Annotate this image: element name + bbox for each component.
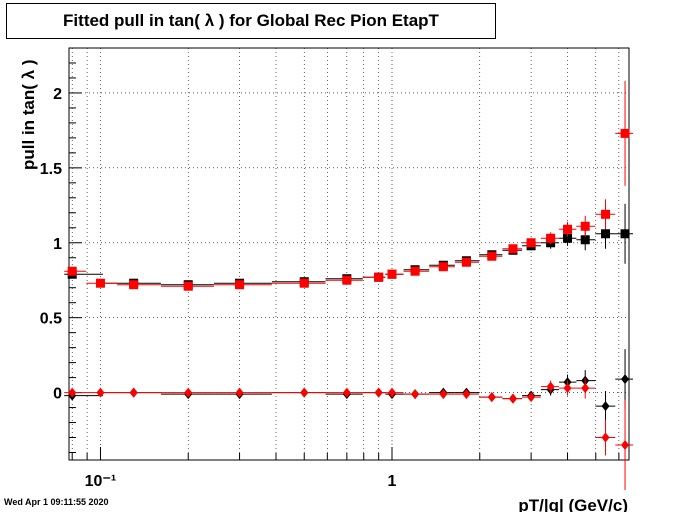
x-axis-label: pT/|q| (GeV/c) <box>518 496 628 512</box>
data-point <box>342 275 352 285</box>
data-point <box>438 262 448 272</box>
data-point <box>487 392 496 403</box>
data-point <box>621 440 630 451</box>
data-point <box>621 374 630 385</box>
data-point <box>95 278 105 288</box>
data-point <box>508 244 518 254</box>
y-tick-label: 0 <box>53 386 62 403</box>
x-tick-label: 1 <box>388 473 397 490</box>
grid-lines <box>69 48 629 460</box>
data-point <box>601 401 610 412</box>
axis-ticks: 10⁻¹ 1 0 0.5 1 1.5 2 <box>40 62 620 490</box>
data-point <box>546 381 555 392</box>
data-point <box>601 209 611 219</box>
data-point <box>374 272 384 282</box>
data-point <box>580 235 590 245</box>
data-point <box>487 251 497 261</box>
data-point <box>235 387 244 398</box>
chart-title: Fitted pull in tan( λ ) for Global Rec P… <box>6 3 496 39</box>
y-tick-label: 1 <box>53 236 62 253</box>
data-point <box>526 238 536 248</box>
y-tick-label: 0.5 <box>40 311 62 328</box>
data-point <box>411 389 420 400</box>
data-point <box>129 280 139 290</box>
data-point <box>388 387 397 398</box>
data-point <box>546 233 556 243</box>
data-point <box>299 278 309 288</box>
data-point <box>620 229 630 239</box>
data-point <box>508 393 517 404</box>
data-point <box>129 387 138 398</box>
series-1 <box>64 80 634 291</box>
data-marks <box>64 80 634 490</box>
data-point <box>184 387 193 398</box>
y-tick-label: 2 <box>53 86 62 103</box>
data-point <box>96 387 105 398</box>
data-point <box>527 392 536 403</box>
data-point <box>410 266 420 276</box>
data-point <box>563 233 573 243</box>
data-point <box>374 387 383 398</box>
timestamp: Wed Apr 1 09:11:55 2020 <box>4 497 109 507</box>
data-point <box>300 387 309 398</box>
data-point <box>563 224 573 234</box>
plot-frame <box>68 47 630 461</box>
data-point <box>563 383 572 394</box>
data-point <box>439 389 448 400</box>
data-point <box>68 387 77 398</box>
data-point <box>601 432 610 443</box>
data-point <box>461 257 471 267</box>
data-point <box>601 229 611 239</box>
data-point <box>67 266 77 276</box>
data-point <box>580 221 590 231</box>
series-2 <box>64 349 634 422</box>
series-3 <box>64 377 634 490</box>
x-tick-label: 10⁻¹ <box>85 473 117 490</box>
data-point <box>183 281 193 291</box>
data-point <box>581 383 590 394</box>
data-point <box>387 269 397 279</box>
y-axis-label: pull in tan( λ ) <box>19 60 38 171</box>
data-point <box>235 280 245 290</box>
data-point <box>462 389 471 400</box>
y-tick-label: 1.5 <box>40 161 62 178</box>
data-point <box>620 128 630 138</box>
data-point <box>342 387 351 398</box>
